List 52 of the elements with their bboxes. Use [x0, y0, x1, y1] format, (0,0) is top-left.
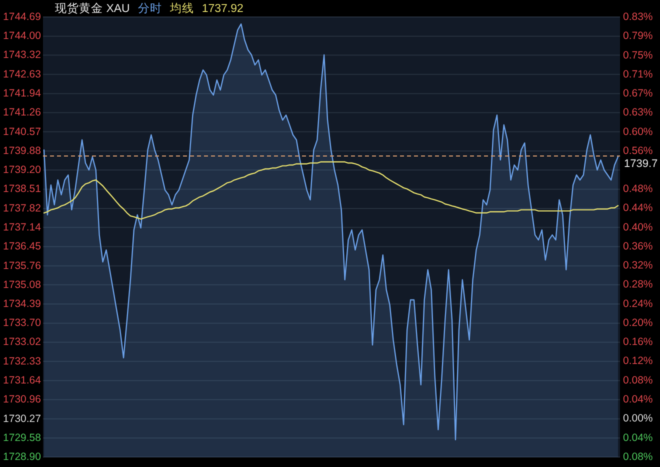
legend: 分时 均线 [138, 3, 194, 15]
text: 1737.92 [202, 3, 244, 15]
y-tick-label: 1736.45 [3, 240, 42, 253]
y2-tick-label: 0.71% [623, 68, 653, 80]
y-tick-label: 1737.14 [3, 221, 42, 234]
y2-tick-label: 0.44% [623, 202, 653, 214]
y2-tick-label: 0.04% [623, 394, 653, 406]
y2-tick-label: 0.83% [623, 11, 653, 23]
y-tick-label: 1739.20 [3, 164, 42, 176]
y2-tick-label: 0.36% [623, 240, 653, 252]
y2-tick-label: 0.56% [623, 144, 653, 157]
y-tick-label: 1733.02 [3, 336, 42, 348]
y2-tick-label: 0.63% [623, 106, 653, 119]
y2-tick-label: 0.67% [623, 87, 653, 100]
y-tick-label: 1735.08 [3, 278, 42, 291]
y2-tick-label: 0.16% [623, 336, 653, 348]
y-tick-label: 1741.94 [3, 88, 42, 100]
y-tick-label: 1729.58 [3, 432, 42, 444]
y2-tick-label: 0.79% [623, 30, 653, 42]
y-tick-label: 1734.39 [3, 298, 42, 310]
y2-tick-label: 0.75% [623, 49, 653, 62]
y-tick-label: 1731.64 [3, 374, 42, 387]
y-tick-label: 1733.70 [3, 317, 42, 330]
chart-title: 现货黄金 XAU [55, 2, 130, 15]
y-tick-label: 1738.51 [3, 183, 42, 196]
y2-tick-label: 0.48% [623, 183, 653, 196]
y-tick-label: 1740.57 [3, 126, 42, 138]
y2-tick-label: 0.08% [623, 374, 653, 386]
y-tick-label: 1744.00 [3, 30, 42, 42]
line-series [43, 161, 619, 220]
y2-tick-label: 0.04% [623, 432, 653, 444]
y-tick-label: 1735.76 [3, 260, 42, 272]
y-tick-label: 1743.32 [3, 49, 42, 62]
y-tick-label: 1730.96 [3, 394, 42, 406]
y2-tick-label: 0.28% [623, 278, 653, 291]
y-tick-label: 1739.88 [3, 145, 42, 158]
y2-tick-label: 0.12% [623, 355, 653, 368]
y2-tick-label: 0.24% [623, 298, 653, 310]
y2-tick-label: 0.08% [623, 451, 653, 463]
y-tick-label: 1730.27 [3, 412, 42, 425]
y2-tick-label: 0.60% [623, 126, 653, 138]
y2-tick-label: 0.40% [623, 221, 653, 234]
y2-tick-label: 0.20% [623, 316, 653, 329]
y-tick-label: 1741.26 [3, 106, 42, 119]
y-tick-label: 1732.33 [3, 355, 42, 368]
y-tick-label: 1742.63 [3, 68, 42, 80]
y-tick-label: 1728.90 [3, 451, 42, 463]
y-tick-label: 1737.82 [3, 202, 42, 214]
y-tick-label: 1744.69 [3, 11, 42, 23]
y2-tick-label: 0.32% [623, 260, 653, 272]
y2-tick-label: 0.00% [623, 412, 653, 425]
ref-line-label: 1739.7 [621, 158, 660, 170]
